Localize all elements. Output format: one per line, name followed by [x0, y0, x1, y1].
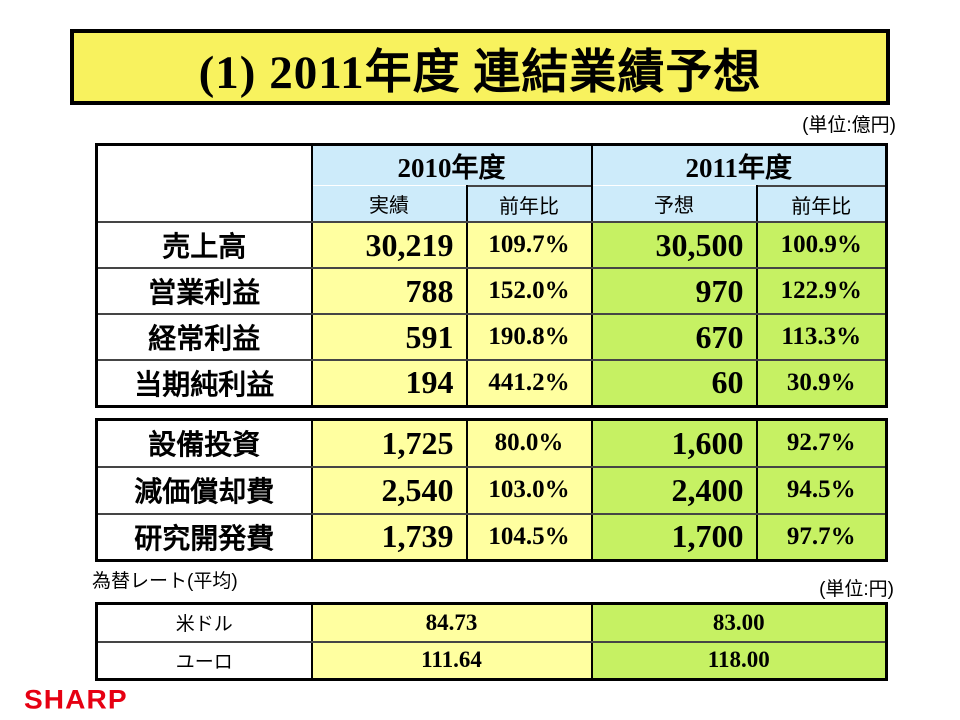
header-row-sub: 実績 前年比 予想 前年比	[97, 185, 888, 223]
row-label: 研究開発費	[95, 512, 313, 562]
subheader-forecast: 予想	[590, 186, 758, 223]
value-cell: 591	[310, 313, 468, 361]
pct-cell: 94.5%	[755, 465, 888, 515]
pct-cell: 80.0%	[465, 418, 593, 468]
value-cell: 788	[310, 267, 468, 315]
subheader-actual: 実績	[310, 186, 468, 223]
row-label: 売上高	[95, 221, 313, 269]
title-banner: (1) 2011年度 連結業績予想	[70, 29, 890, 105]
value-cell: 670	[590, 313, 758, 361]
pct-cell: 122.9%	[755, 267, 888, 315]
table-corner-cell	[95, 143, 313, 223]
header-row-groups: 2010年度 2011年度	[95, 143, 888, 223]
column-group-2010: 2010年度	[310, 143, 593, 186]
page-title: (1) 2011年度 連結業績予想	[198, 46, 762, 99]
row-label: 営業利益	[95, 267, 313, 315]
table-row-capex: 設備投資 1,725 80.0% 1,600 92.7%	[95, 418, 888, 468]
table-row-euro: ユーロ 111.64 118.00	[95, 640, 888, 681]
table-row-net-income: 当期純利益 194 441.2% 60 30.9%	[95, 359, 888, 407]
pct-cell: 441.2%	[465, 359, 593, 407]
exchange-rate-table: 米ドル 84.73 83.00 ユーロ 111.64 118.00	[95, 602, 888, 681]
pct-cell: 103.0%	[465, 465, 593, 515]
fx-caption: 為替レート(平均)	[92, 571, 238, 592]
row-label: 米ドル	[95, 602, 313, 643]
value-cell: 1,700	[590, 512, 758, 562]
investment-table: 設備投資 1,725 80.0% 1,600 92.7% 減価償却費 2,540…	[95, 418, 888, 562]
column-group-2011: 2011年度	[590, 143, 888, 186]
table-row-operating-income: 営業利益 788 152.0% 970 122.9%	[95, 267, 888, 315]
value-cell: 1,725	[310, 418, 468, 468]
performance-table: 2010年度 2011年度 実績 前年比 予想 前年比 売上高 30,219 1…	[95, 143, 888, 408]
value-cell: 60	[590, 359, 758, 407]
unit-label-yen: (単位:円)	[819, 579, 894, 600]
value-cell: 30,219	[310, 221, 468, 269]
value-cell: 84.73	[310, 602, 593, 643]
value-cell: 1,600	[590, 418, 758, 468]
pct-cell: 190.8%	[465, 313, 593, 361]
value-cell: 111.64	[310, 640, 593, 681]
unit-label-oku-yen: (単位:億円)	[802, 115, 896, 136]
row-label: 経常利益	[95, 313, 313, 361]
subheader-yoy-2010: 前年比	[465, 185, 593, 223]
row-label: 当期純利益	[95, 359, 313, 407]
pct-cell: 30.9%	[755, 359, 888, 407]
sharp-logo: SHARP	[24, 684, 128, 715]
row-label: 減価償却費	[95, 465, 313, 515]
pct-cell: 104.5%	[465, 512, 593, 562]
row-label: ユーロ	[95, 640, 313, 681]
table-row-sales: 売上高 30,219 109.7% 30,500 100.9%	[95, 221, 888, 269]
table-row-usd: 米ドル 84.73 83.00	[95, 602, 888, 643]
pct-cell: 109.7%	[465, 221, 593, 269]
table-row-depreciation: 減価償却費 2,540 103.0% 2,400 94.5%	[95, 465, 888, 515]
value-cell: 2,540	[310, 465, 468, 515]
row-label: 設備投資	[95, 418, 313, 468]
pct-cell: 97.7%	[755, 512, 888, 562]
value-cell: 83.00	[590, 602, 888, 643]
table-row-ordinary-income: 経常利益 591 190.8% 670 113.3%	[95, 313, 888, 361]
value-cell: 118.00	[590, 640, 888, 681]
value-cell: 970	[590, 267, 758, 315]
pct-cell: 100.9%	[755, 221, 888, 269]
value-cell: 194	[310, 359, 468, 407]
subheader-yoy-2011: 前年比	[755, 185, 888, 223]
value-cell: 30,500	[590, 221, 758, 269]
pct-cell: 92.7%	[755, 418, 888, 468]
pct-cell: 152.0%	[465, 267, 593, 315]
table-row-rnd: 研究開発費 1,739 104.5% 1,700 97.7%	[95, 512, 888, 562]
value-cell: 1,739	[310, 512, 468, 562]
pct-cell: 113.3%	[755, 313, 888, 361]
value-cell: 2,400	[590, 465, 758, 515]
